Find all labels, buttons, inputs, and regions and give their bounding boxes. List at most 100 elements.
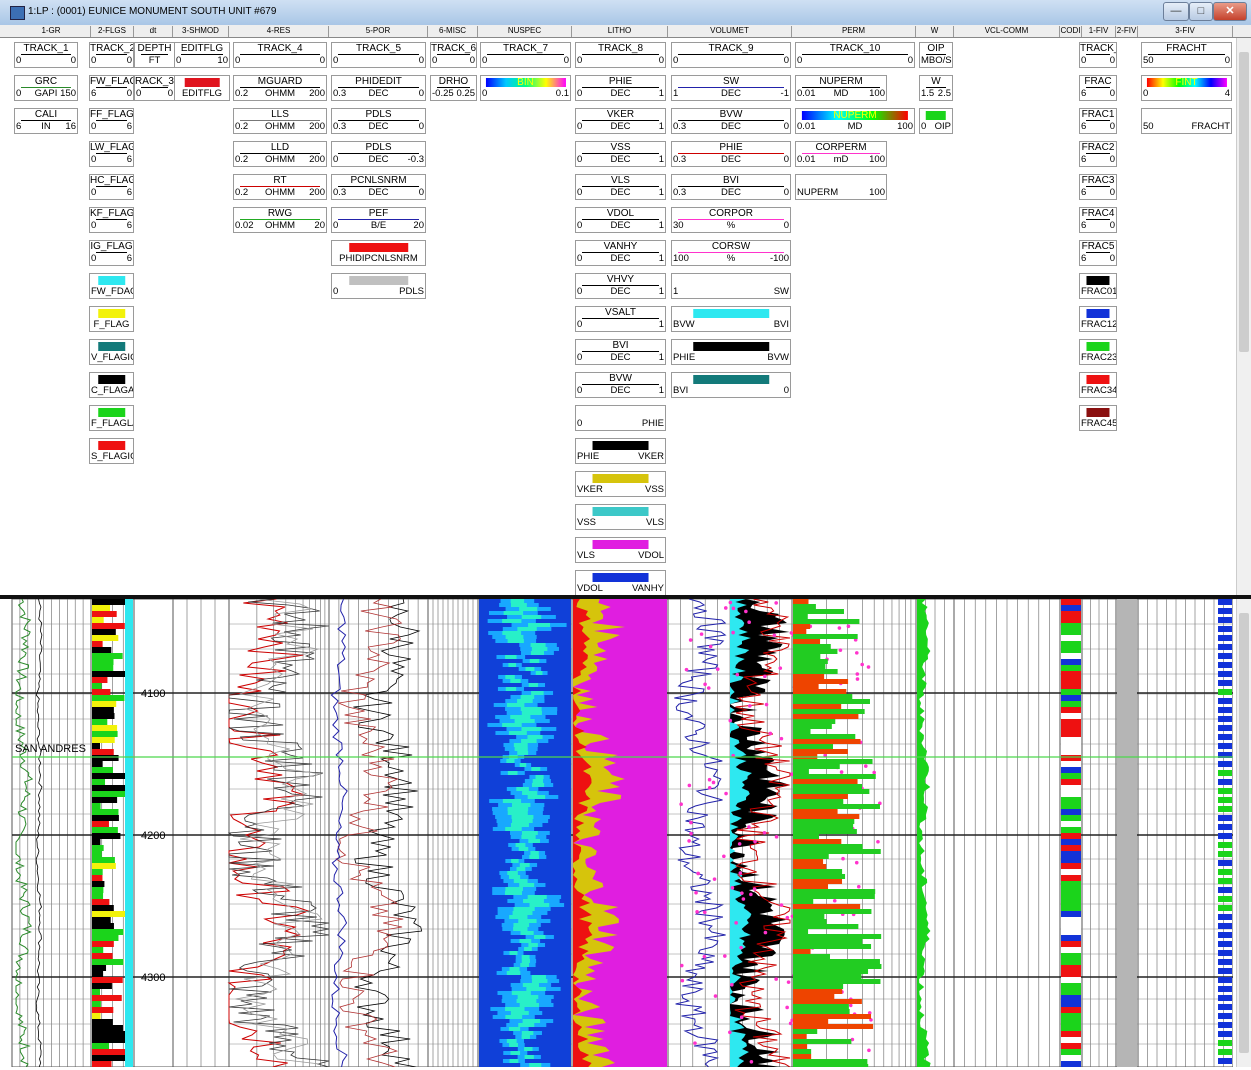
fill-header[interactable]: VLS VDOL [575, 537, 666, 563]
fill-header[interactable]: V_FLAGIG [89, 339, 134, 365]
curve-header[interactable]: VLS 0 DEC 1 [575, 174, 666, 200]
colormap-header[interactable]: NUPERM 0.01 MD 100 [795, 108, 915, 134]
curve-header[interactable]: DEPTH FT [134, 42, 175, 68]
fill-header[interactable]: 0 PHIE [575, 405, 666, 431]
fill-header[interactable]: PHIDIPCNLSNRM [331, 240, 426, 266]
curve-header[interactable]: CORPOR 30% 0 [671, 207, 791, 233]
curve-header[interactable]: VANHY 0 DEC 1 [575, 240, 666, 266]
curve-header[interactable]: 50 FRACHT [1141, 108, 1232, 134]
curve-header[interactable]: EDITFLG 0 10 [174, 42, 230, 68]
fill-header[interactable]: 0 PDLS [331, 273, 426, 299]
fill-header[interactable]: BVI 0 [671, 372, 791, 398]
fill-header[interactable]: PHIE VKER [575, 438, 666, 464]
fill-header[interactable]: FRAC34 [1079, 372, 1117, 398]
curve-header[interactable]: LLD 0.2 OHMM 200 [233, 141, 327, 167]
curve-header[interactable]: PHIE 0 DEC 1 [575, 75, 666, 101]
curve-header[interactable]: TRACK_6 0 0 [430, 42, 477, 68]
curve-header[interactable]: PDLS 0 DEC -0.3 [331, 141, 426, 167]
log-scrollbar[interactable] [1236, 599, 1251, 1067]
curve-header[interactable]: FW_FLAG 6 0 [89, 75, 134, 101]
fill-header[interactable]: 1 SW [671, 273, 791, 299]
track-tab-shmod[interactable]: 3-SHMOD [173, 26, 229, 37]
track-tab-misc[interactable]: 6-MISC [428, 26, 478, 37]
maximize-button[interactable]: □ [1189, 2, 1213, 21]
header-scrollbar[interactable] [1236, 38, 1251, 595]
fill-header[interactable]: FW_FDAG [89, 273, 134, 299]
curve-header[interactable]: RWG 0.02 OHMM 20 [233, 207, 327, 233]
curve-header[interactable]: PHIDEDIT 0.3 DEC 0 [331, 75, 426, 101]
curve-header[interactable]: FRAC2 6 0 [1079, 141, 1117, 167]
fill-header[interactable]: FRAC12 [1079, 306, 1117, 332]
track-tab-flgs[interactable]: 2-FLGS [91, 26, 134, 37]
curve-header[interactable]: NUPERM 0.01 MD 100 [795, 75, 887, 101]
track-tab-perm[interactable]: PERM [792, 26, 916, 37]
curve-header[interactable]: DRHO -0.25 0.25 [430, 75, 477, 101]
track-tab-gr[interactable]: 1-GR [12, 26, 91, 37]
curve-header[interactable]: CORSW 100% -100 [671, 240, 791, 266]
curve-header[interactable]: CORPERM 0.01 mD 100 [795, 141, 887, 167]
fill-header[interactable]: FRAC01 [1079, 273, 1117, 299]
fill-header[interactable]: VSS VLS [575, 504, 666, 530]
curve-header[interactable]: SW 1 DEC -1 [671, 75, 791, 101]
fill-header[interactable]: 0 OIP [919, 108, 953, 134]
curve-header[interactable]: TRACK_9 0 0 [671, 42, 791, 68]
curve-header[interactable]: PHIE 0.3 DEC 0 [671, 141, 791, 167]
curve-header[interactable]: TRACK_7 0 0 [480, 42, 571, 68]
log-scrollbar-thumb[interactable] [1239, 613, 1249, 1053]
curve-header[interactable]: HC_FLAG 0 6 [89, 174, 134, 200]
track-tab-res[interactable]: 4-RES [229, 26, 329, 37]
track-tab-cod[interactable]: CODI [1060, 26, 1082, 37]
curve-header[interactable]: FRAC4 6 0 [1079, 207, 1117, 233]
curve-header[interactable]: VHVY 0 DEC 1 [575, 273, 666, 299]
curve-header[interactable]: RACK_3 0 0 [134, 75, 175, 101]
curve-header[interactable]: RT 0.2 OHMM 200 [233, 174, 327, 200]
curve-header[interactable]: BVI 0 DEC 1 [575, 339, 666, 365]
fill-header[interactable]: PHIE BVW [671, 339, 791, 365]
curve-header[interactable]: PCNLSNRM 0.3 DEC 0 [331, 174, 426, 200]
curve-header[interactable]: CALI 6 IN 16 [14, 108, 78, 134]
fill-header[interactable]: F_FLAGLAG [89, 405, 134, 431]
curve-header[interactable]: TRACK_8 0 0 [575, 42, 666, 68]
track-tab-nuspec[interactable]: NUSPEC [478, 26, 572, 37]
fill-header[interactable]: BVW BVI [671, 306, 791, 332]
track-tab-w[interactable]: W [916, 26, 954, 37]
curve-header[interactable]: MGUARD 0.2 OHMM 200 [233, 75, 327, 101]
fill-header[interactable]: F_FLAG [89, 306, 134, 332]
colormap-header[interactable]: BIN 0 0.1 [480, 75, 571, 101]
curve-header[interactable]: TRACK_110 0 [1079, 42, 1117, 68]
panel-splitter[interactable] [0, 595, 1251, 599]
track-tab-volumet[interactable]: VOLUMET [668, 26, 792, 37]
track-tab-fiv1[interactable]: 1-FIV [1082, 26, 1116, 37]
curve-header[interactable]: BVW 0 DEC 1 [575, 372, 666, 398]
curve-header[interactable]: VSS 0 DEC 1 [575, 141, 666, 167]
curve-header[interactable]: FF_FLAG 0 6 [89, 108, 134, 134]
track-tab-por[interactable]: 5-POR [329, 26, 428, 37]
curve-header[interactable]: VSALT 0 1 [575, 306, 666, 332]
fill-header[interactable]: C_FLAGAG [89, 372, 134, 398]
curve-header[interactable]: KF_FLAG 0 6 [89, 207, 134, 233]
curve-header[interactable]: FRAC5 6 0 [1079, 240, 1117, 266]
fill-header[interactable]: S_FLAGIG [89, 438, 134, 464]
curve-header[interactable]: TRACK_4 0 0 [233, 42, 327, 68]
fill-header[interactable]: FRAC45 [1079, 405, 1117, 431]
log-plot[interactable]: 4100 4200 4300 SAN ANDRES [0, 598, 1234, 1069]
curve-header[interactable]: TRACK_2 0 0 [89, 42, 134, 68]
fill-header[interactable]: VKER VSS [575, 471, 666, 497]
fill-header[interactable]: EDITFLG [174, 75, 230, 101]
track-tab-litho[interactable]: LITHO [572, 26, 668, 37]
curve-header[interactable]: BVI 0.3 DEC 0 [671, 174, 791, 200]
curve-header[interactable]: LLS 0.2 OHMM 200 [233, 108, 327, 134]
track-tab-vcl[interactable]: VCL-COMM [954, 26, 1060, 37]
track-tab-fiv2[interactable]: 2-FIV [1116, 26, 1138, 37]
track-tab-dt[interactable]: dt [134, 26, 173, 37]
close-button[interactable]: ✕ [1213, 2, 1247, 21]
fill-header[interactable]: FRAC23 [1079, 339, 1117, 365]
curve-header[interactable]: LW_FLAG 0 6 [89, 141, 134, 167]
header-scrollbar-thumb[interactable] [1239, 52, 1249, 352]
track-tab-fiv3[interactable]: 3-FIV [1138, 26, 1233, 37]
minimize-button[interactable]: — [1163, 2, 1189, 21]
curve-header[interactable]: VKER 0 DEC 1 [575, 108, 666, 134]
curve-header[interactable]: GRC 0 GAPI 150 [14, 75, 78, 101]
curve-header[interactable]: IG_FLAG 0 6 [89, 240, 134, 266]
